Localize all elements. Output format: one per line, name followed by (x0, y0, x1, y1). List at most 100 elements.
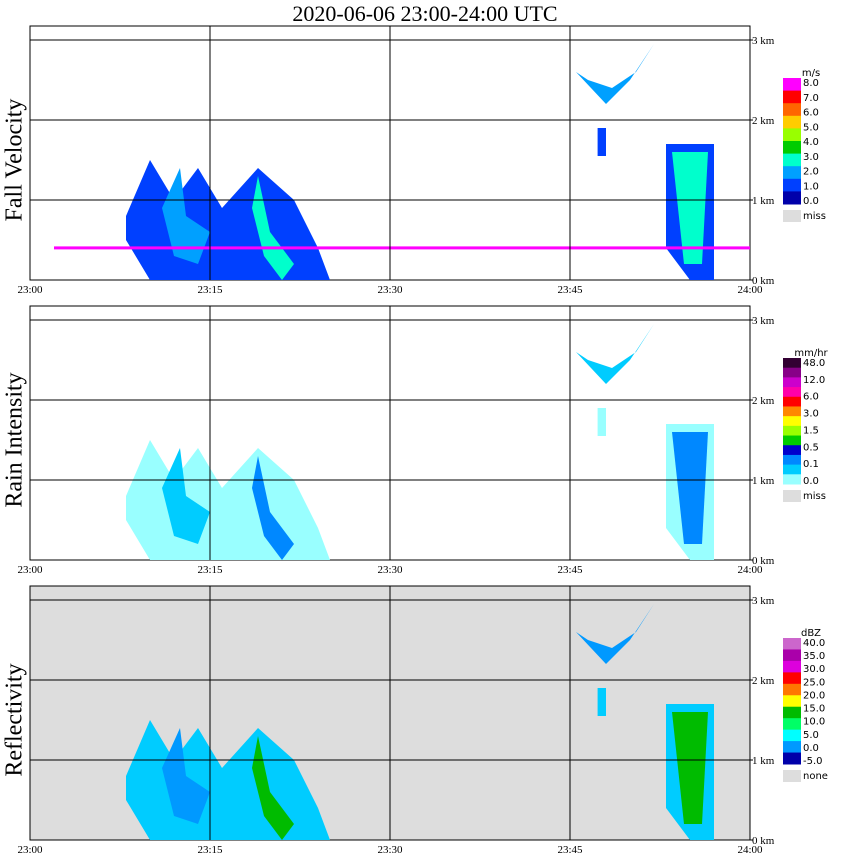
legend-label-missing: none (803, 771, 828, 782)
legend-swatch (783, 387, 801, 398)
legend-label: 15.0 (803, 704, 825, 715)
legend-swatch (783, 706, 801, 719)
y-tick-label: 2 km (752, 675, 775, 687)
legend-label-missing: miss (803, 211, 826, 222)
legend-label-missing: miss (803, 491, 826, 502)
legend-swatch (783, 464, 801, 475)
legend-swatch (783, 454, 801, 466)
legend-unit: dBZ (801, 628, 821, 639)
legend-label: 1.0 (803, 181, 819, 192)
legend-swatch (783, 683, 801, 696)
legend-swatch (783, 128, 801, 142)
legend-label: 10.0 (803, 717, 825, 728)
legend-label: 0.0 (803, 743, 819, 754)
legend-swatch (783, 166, 801, 180)
y-tick-label: 2 km (752, 395, 775, 407)
legend-label: 6.0 (803, 392, 819, 403)
legend-swatch (783, 649, 801, 662)
legend-swatch (783, 416, 801, 427)
legend-swatch (783, 672, 801, 685)
echo-region-core-2 (252, 456, 294, 560)
legend-swatch (783, 695, 801, 708)
legend-label: 35.0 (803, 651, 825, 662)
legend-label: 48.0 (803, 358, 825, 369)
legend-unit: m/s (802, 68, 820, 79)
legend-label: 7.0 (803, 93, 819, 104)
x-tick-label: 23:00 (17, 284, 43, 296)
y-tick-label: 0 km (752, 555, 775, 567)
legend-label: 8.0 (803, 78, 819, 89)
legend-label: 3.0 (803, 152, 819, 163)
panel-1-legend: m/s8.0 7.0 6.0 5.0 4.0 3.0 2.0 1.0 0.0 miss (783, 68, 826, 222)
legend-swatch (783, 741, 801, 754)
echo-region-upper (576, 604, 654, 664)
legend-unit: mm/hr (794, 348, 828, 359)
legend-label: 5.0 (803, 730, 819, 741)
echo-region-core-1 (162, 168, 210, 264)
panel-1: 23:00 23:15 23:30 23:45 24:000 km 1 km 2 km 3 k… (17, 25, 826, 296)
echo-region-small (597, 688, 606, 716)
legend-label: 0.5 (803, 442, 819, 453)
y-tick-label: 0 km (752, 275, 775, 287)
x-tick-label: 23:30 (377, 844, 403, 856)
y-tick-label: 1 km (752, 755, 775, 767)
echo-region-column-core (672, 152, 708, 264)
legend-swatch (783, 638, 801, 650)
panel-3: 23:00 23:15 23:30 23:45 24:000 km 1 km 2 km 3 k… (17, 585, 828, 856)
legend-swatch (783, 153, 801, 167)
legend-label: 1.5 (803, 425, 819, 436)
x-tick-label: 23:15 (197, 284, 223, 296)
echo-region-core-1 (162, 448, 210, 544)
legend-swatch (783, 445, 801, 456)
y-tick-label: 2 km (752, 115, 775, 127)
legend-label: 0.0 (803, 476, 819, 487)
echo-region-upper (576, 324, 654, 384)
legend-swatch (783, 435, 801, 446)
x-tick-label: 23:45 (557, 564, 583, 576)
legend-swatch (783, 718, 801, 731)
legend-swatch (783, 103, 801, 117)
legend-swatch (783, 141, 801, 155)
echo-region-column-core (672, 712, 708, 824)
legend-label: 12.0 (803, 375, 825, 386)
legend-label: 30.0 (803, 664, 825, 675)
legend-label: 20.0 (803, 690, 825, 701)
x-tick-label: 24:00 (737, 564, 763, 576)
legend-label: 4.0 (803, 137, 819, 148)
legend-label: 0.1 (803, 459, 819, 470)
legend-label: 5.0 (803, 122, 819, 133)
legend-swatch (783, 178, 801, 192)
legend-swatch (783, 752, 801, 765)
echo-band-fallspeed (54, 246, 750, 250)
legend-swatch (783, 78, 801, 92)
y-tick-label: 3 km (752, 595, 775, 607)
x-tick-label: 24:00 (737, 844, 763, 856)
legend-swatch (783, 358, 801, 369)
x-tick-label: 23:30 (377, 284, 403, 296)
echo-region-core-1 (162, 728, 210, 824)
legend-label: -5.0 (803, 756, 823, 767)
x-tick-label: 23:00 (17, 564, 43, 576)
x-tick-label: 23:30 (377, 564, 403, 576)
x-tick-label: 23:45 (557, 844, 583, 856)
y-tick-label: 1 km (752, 475, 775, 487)
legend-swatch-missing (783, 490, 801, 502)
chart-title: 2020-06-06 23:00-24:00 UTC (292, 1, 558, 26)
legend-label: 40.0 (803, 638, 825, 649)
legend-swatch (783, 660, 801, 673)
legend-swatch (783, 115, 801, 129)
echo-region-upper (576, 44, 654, 104)
legend-swatch (783, 406, 801, 417)
x-tick-label: 23:15 (197, 844, 223, 856)
legend-label: 3.0 (803, 409, 819, 420)
legend-swatch (783, 367, 801, 378)
legend-label: 25.0 (803, 677, 825, 688)
echo-region-small (597, 408, 606, 436)
panel-2: 23:00 23:15 23:30 23:45 24:000 km 1 km 2 km 3 k… (17, 305, 829, 576)
legend-swatch (783, 191, 801, 205)
legend-label: 0.0 (803, 196, 819, 207)
legend-swatch (783, 425, 801, 437)
echo-region-small (597, 128, 606, 156)
